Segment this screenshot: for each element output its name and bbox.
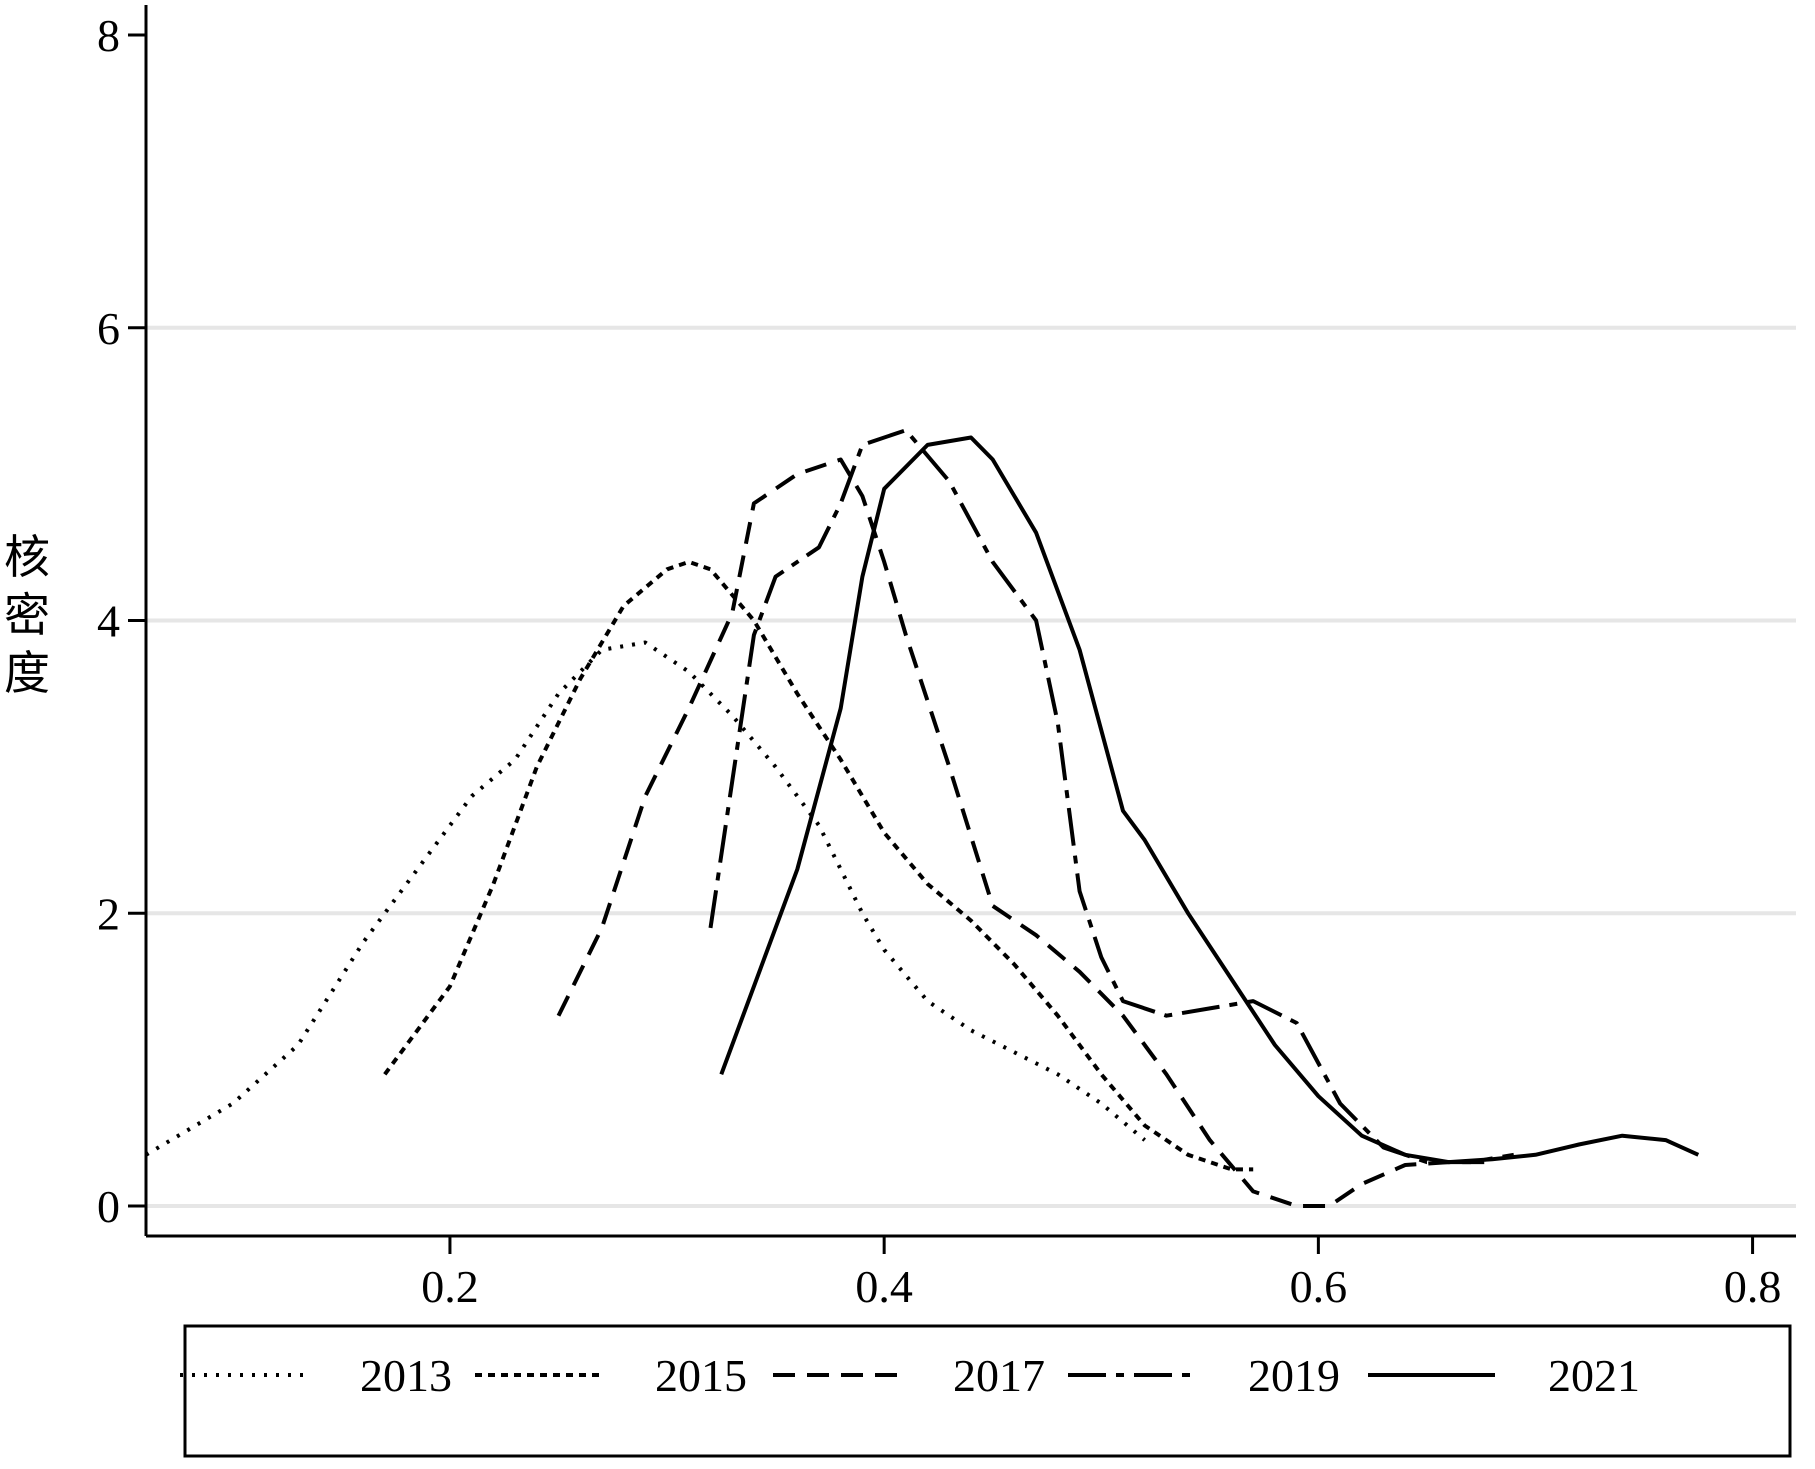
series-2019	[708, 428, 1515, 1165]
x-tick-label: 0.6	[1290, 1261, 1348, 1312]
series-2017	[556, 457, 1493, 1208]
ticks: 0 2 4 6 8 0.2 0.4 0.6 0.8	[97, 10, 1781, 1312]
legend-label-2015: 2015	[655, 1350, 747, 1401]
legend-label-2017: 2017	[953, 1350, 1045, 1401]
legend: 2013 2015 2017 2019 2021	[180, 1324, 1792, 1458]
x-tick-label: 0.4	[855, 1261, 913, 1312]
series-2015	[383, 559, 1254, 1172]
y-axis-title: 核密度	[4, 532, 50, 699]
y-tick-label: 6	[97, 303, 120, 354]
series-lines	[144, 428, 1700, 1208]
series-2013	[144, 640, 1146, 1157]
y-tick-label: 4	[97, 596, 120, 647]
series-2021	[719, 435, 1700, 1165]
legend-label-2013: 2013	[360, 1350, 452, 1401]
y-tick-label: 0	[97, 1181, 120, 1232]
y-axis-label: 核密度	[4, 532, 50, 699]
y-axis-label-char: 核	[4, 532, 50, 583]
legend-box	[183, 1324, 1792, 1458]
x-tick-label: 0.8	[1724, 1261, 1782, 1312]
y-axis-label-char: 密	[4, 590, 50, 641]
y-axis-label-char: 度	[4, 648, 50, 699]
legend-label-2019: 2019	[1248, 1350, 1340, 1401]
y-tick-label: 2	[97, 888, 120, 939]
grid-lines	[146, 325, 1796, 1208]
x-tick-label: 0.2	[421, 1261, 479, 1312]
legend-label-2021: 2021	[1548, 1350, 1640, 1401]
y-tick-label: 8	[97, 10, 120, 61]
